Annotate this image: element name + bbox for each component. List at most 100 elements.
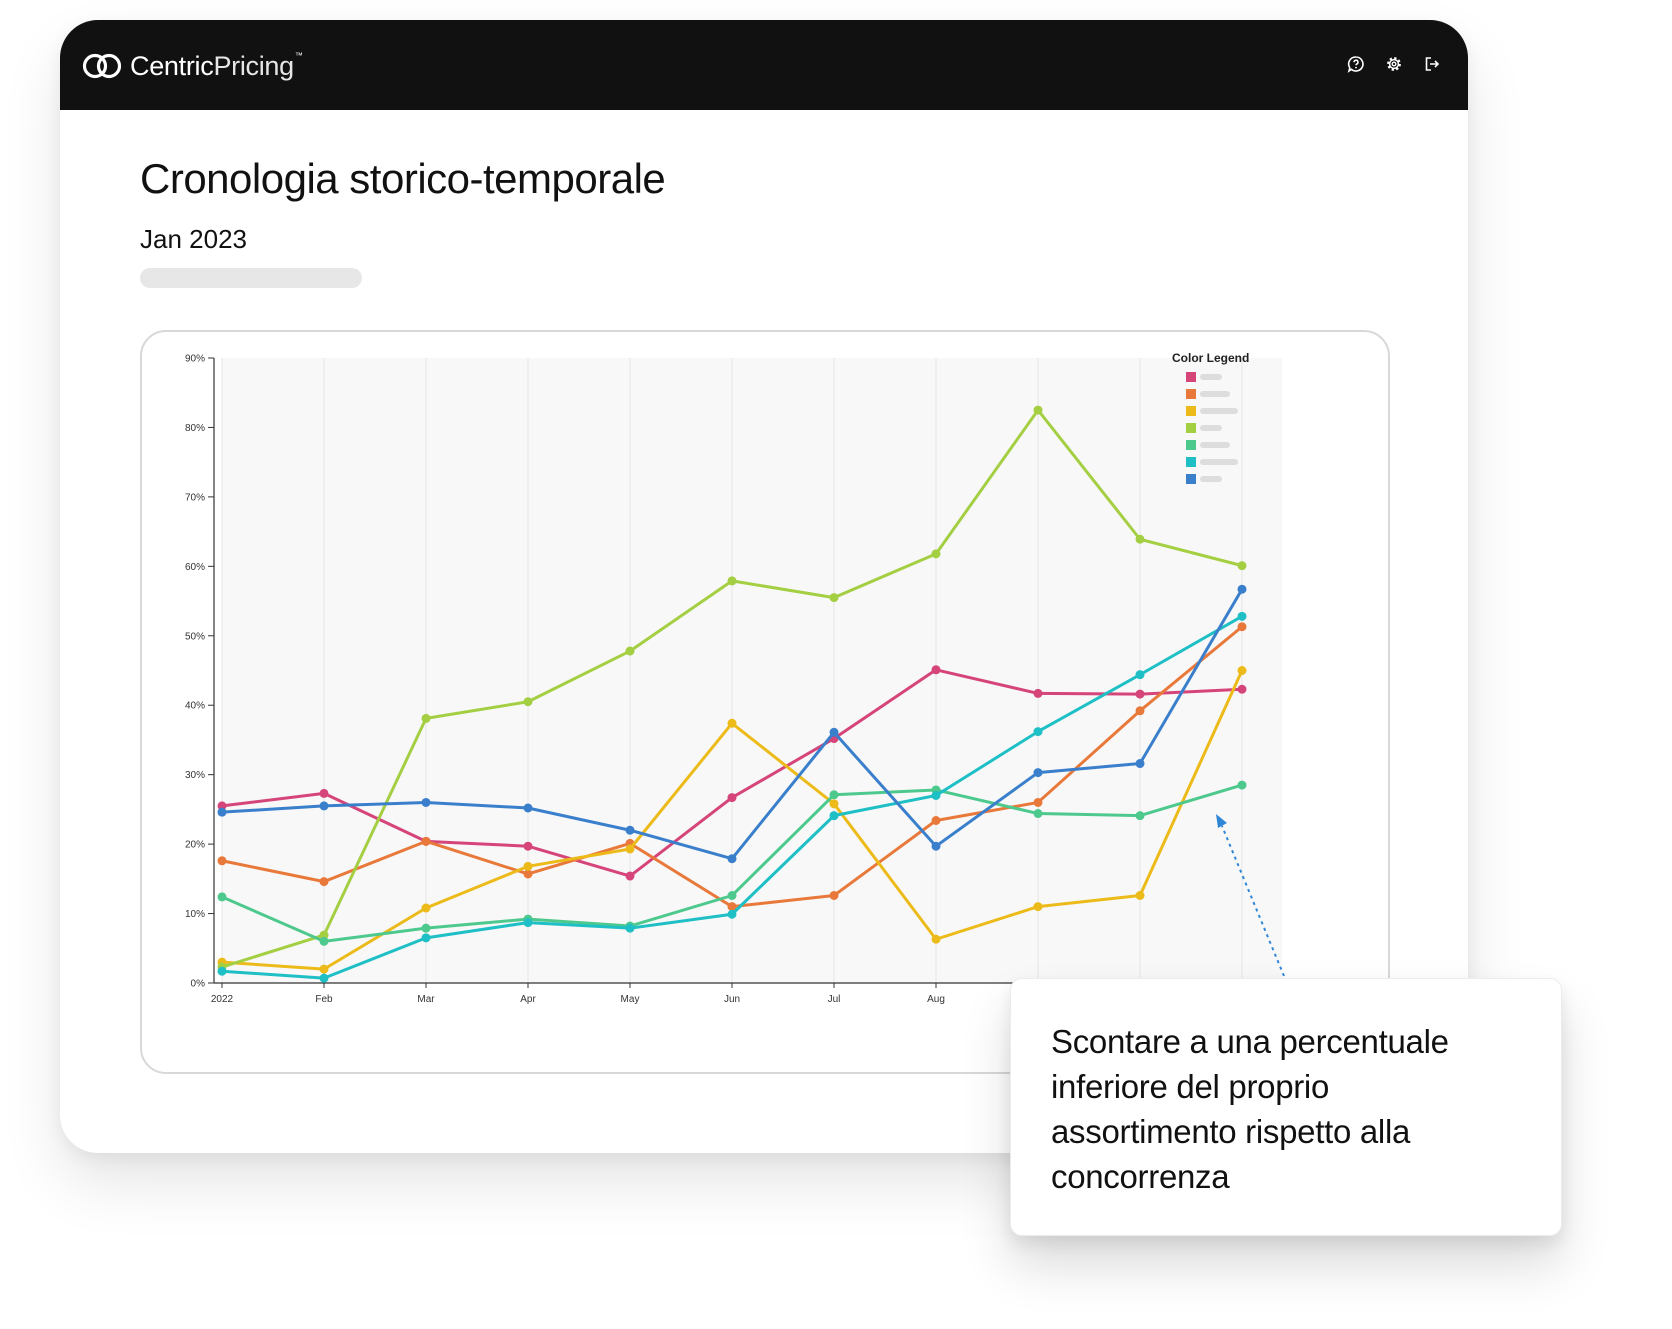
y-tick-label: 70% [185,492,205,503]
app-window: CentricPricing™ [60,20,1468,1153]
data-point-series-1 [1237,684,1247,694]
legend-swatch-2 [1186,389,1196,399]
data-point-series-4 [931,549,941,559]
help-icon[interactable] [1344,52,1368,76]
brand-trademark: ™ [294,50,303,60]
callout-text: Scontare a una percentuale inferiore del… [1051,1023,1449,1195]
data-point-series-7 [421,797,431,807]
data-point-series-5 [727,891,737,900]
legend-swatch-5 [1186,440,1196,450]
settings-gear-icon[interactable] [1382,52,1406,76]
data-point-series-4 [523,697,533,707]
data-point-series-5 [421,923,431,933]
legend-title: Color Legend [1172,351,1249,365]
y-tick-label: 0% [191,979,206,990]
legend-swatch-4 [1186,423,1196,433]
annotation-callout: Scontare a una percentuale inferiore del… [1010,978,1562,1236]
data-point-series-7 [931,841,941,851]
data-point-series-3 [829,799,839,809]
legend-label-obscured-7 [1200,476,1222,482]
data-point-series-1 [931,665,941,675]
data-point-series-2 [421,836,431,846]
legend-label-obscured-4 [1200,425,1222,431]
plot-area [222,358,1282,983]
data-point-series-7 [1237,584,1247,594]
data-point-series-4 [319,930,329,940]
data-point-series-6 [931,791,941,800]
data-point-series-3 [625,844,635,854]
legend-swatch-3 [1186,406,1196,416]
data-point-series-7 [829,727,839,737]
data-point-series-3 [1135,891,1145,900]
data-point-series-2 [931,816,941,825]
x-tick-label: Apr [520,994,536,1005]
data-point-series-3 [1033,902,1043,912]
data-point-series-6 [829,811,839,821]
legend-swatch-6 [1186,457,1196,467]
logo-mark-icon [82,53,122,79]
legend-label-obscured-5 [1200,442,1230,448]
legend-label-obscured-3 [1200,408,1238,414]
data-point-series-6 [523,918,533,928]
page-subtitle-date: Jan 2023 [140,224,247,254]
data-point-series-1 [217,801,227,811]
data-point-series-1 [625,871,635,881]
data-point-series-1 [727,793,737,803]
data-point-series-2 [217,856,227,866]
y-tick-label: 60% [185,562,205,573]
data-point-series-3 [1237,666,1247,675]
header-actions [1344,52,1444,76]
data-point-series-3 [931,934,941,944]
data-point-series-7 [727,854,737,864]
x-tick-label: Feb [315,994,333,1005]
y-tick-label: 30% [185,770,205,781]
data-point-series-2 [1135,706,1145,716]
y-tick-label: 80% [185,423,205,434]
data-point-series-5 [1033,809,1043,819]
data-point-series-3 [421,903,431,913]
data-point-series-4 [1237,561,1247,571]
x-tick-label: Mar [417,994,435,1005]
page-title: Cronologia storico-temporale [140,155,666,202]
data-point-series-3 [727,718,737,728]
data-point-series-1 [319,788,329,798]
brand-logo[interactable]: CentricPricing™ [82,44,303,88]
data-point-series-6 [421,933,431,943]
legend-swatch-7 [1186,474,1196,484]
y-tick-label: 20% [185,840,205,851]
data-point-series-7 [319,801,329,811]
data-point-series-5 [1237,780,1247,790]
data-point-series-6 [319,973,329,983]
data-point-series-4 [829,593,839,603]
data-point-series-6 [1237,611,1247,621]
data-point-series-2 [829,891,839,900]
legend-swatch-1 [1186,372,1196,382]
legend-label-obscured-1 [1200,374,1222,380]
data-point-series-3 [523,861,533,871]
data-point-series-3 [319,964,329,974]
data-point-series-6 [625,923,635,933]
data-point-series-6 [727,909,737,919]
legend-label-obscured-6 [1200,459,1238,465]
data-point-series-7 [1033,768,1043,778]
data-point-series-2 [1237,622,1247,632]
data-point-series-4 [625,646,635,656]
loading-placeholder-bar [140,268,362,288]
data-point-series-4 [1033,405,1043,415]
data-point-series-2 [319,877,329,887]
data-point-series-5 [319,936,329,946]
data-point-series-7 [523,803,533,813]
data-point-series-6 [1033,727,1043,737]
data-point-series-7 [217,807,227,817]
data-point-series-6 [217,966,227,976]
line-chart: 0% 10% 20% 30% 40% 50% 60% 70% 80% 90% 2022 Feb Mar A… [185,351,1282,1005]
data-point-series-4 [421,713,431,723]
brand-name-part2: Pricing [213,50,294,81]
y-tick-label: 90% [185,354,205,365]
x-tick-label: Jul [828,994,841,1005]
chart-card: 0% 10% 20% 30% 40% 50% 60% 70% 80% 90% 2022 Feb Mar A… [140,330,1390,1074]
logout-icon[interactable] [1420,52,1444,76]
top-navigation-bar: CentricPricing™ [60,20,1468,110]
data-point-series-7 [625,825,635,835]
x-tick-label: 2022 [211,994,234,1005]
